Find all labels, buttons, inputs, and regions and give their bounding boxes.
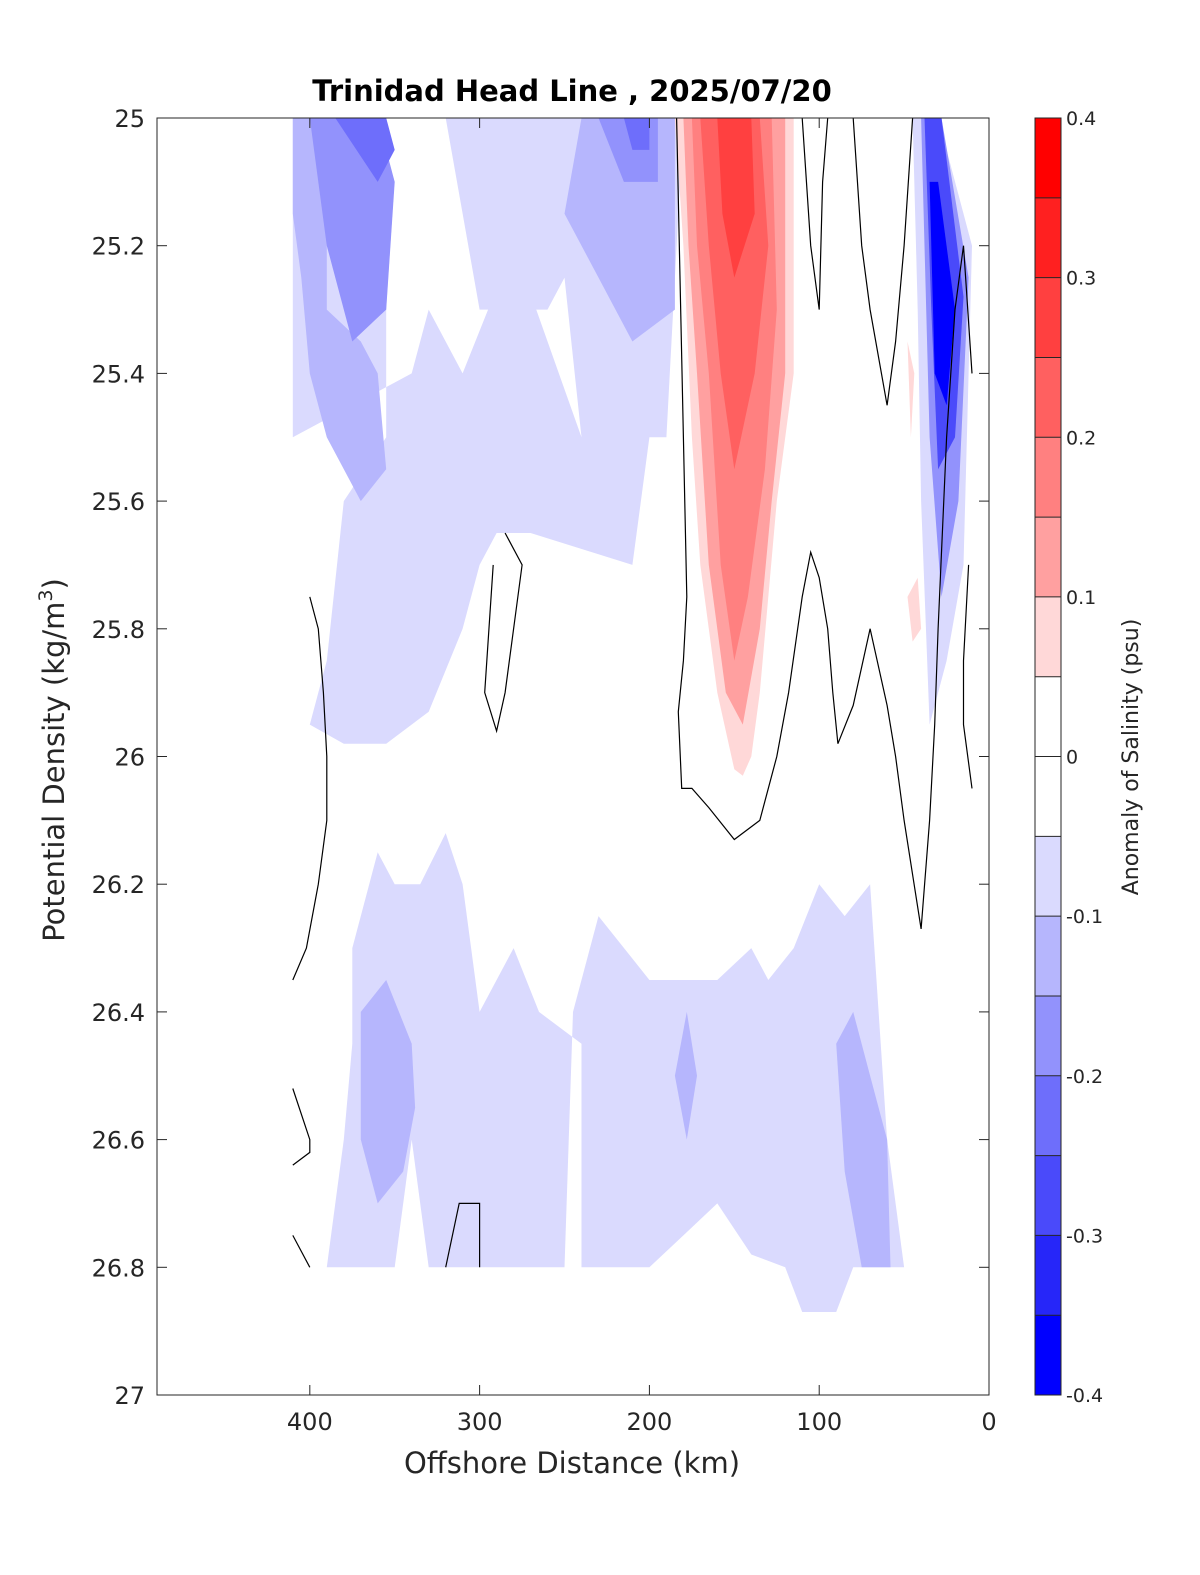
colorbar-band-10: [1035, 916, 1061, 997]
contour-region-10: [623, 118, 650, 150]
colorbar-tick-label: 0.1: [1066, 587, 1096, 609]
y-tick-label: 25.4: [92, 360, 145, 388]
y-tick-label: 25: [114, 105, 145, 133]
colorbar: 0.4 0.3 0.2 0.1 0 -0.1 -0.2 -0.3 -0.4: [1034, 108, 1103, 1407]
y-tick-label: 26.6: [92, 1127, 145, 1155]
y-tick-label: 25.2: [92, 233, 145, 261]
y-axis: 25 25.2 25.4 25.6 25.8 26 26.2 26.4 26.6 26.8 27: [92, 105, 989, 1410]
x-tick-label: 0: [981, 1408, 996, 1436]
contour-region-2: [292, 118, 387, 502]
colorbar-band-0: [1035, 118, 1061, 199]
contour-line-7: [852, 117, 914, 406]
contour-region-6: [674, 1011, 697, 1140]
colorbar-tick-label: -0.1: [1066, 906, 1103, 928]
contour-line-4: [484, 532, 523, 734]
colorbar-tick-label: -0.2: [1066, 1066, 1103, 1088]
contour-line-3: [445, 1202, 481, 1268]
contour-region-1: [326, 833, 905, 1312]
contour-line-layer: [292, 117, 973, 1268]
x-tick-label: 200: [627, 1408, 673, 1436]
colorbar-tick-label: 0: [1066, 747, 1078, 769]
colorbar-band-12: [1035, 1075, 1061, 1157]
colorbar-band-13: [1035, 1155, 1061, 1236]
y-axis-title: Potential Density (kg/m3): [35, 578, 71, 942]
y-tick-label: 27: [114, 1382, 145, 1410]
contour-fill-layer: [292, 118, 972, 1312]
y-tick-label: 26: [114, 744, 145, 772]
y-tick-label: 26.4: [92, 999, 145, 1027]
colorbar-band-14: [1035, 1235, 1061, 1316]
colorbar-tick-label: -0.4: [1066, 1385, 1103, 1407]
colorbar-tick-label: 0.4: [1066, 108, 1096, 130]
contour-region-20: [907, 341, 915, 438]
contour-line-5: [676, 117, 973, 929]
colorbar-band-15: [1035, 1315, 1061, 1396]
y-axis-title-main: Potential Density (kg/m: [37, 602, 71, 942]
colorbar-tick-label: -0.3: [1066, 1225, 1103, 1247]
contour-region-14: [929, 181, 955, 406]
colorbar-band-8: [1035, 756, 1061, 837]
y-tick-label: 26.2: [92, 871, 145, 899]
colorbar-tick-label: 0.3: [1066, 268, 1096, 290]
colorbar-tick-label: 0.2: [1066, 427, 1096, 449]
y-axis-title-close: ): [37, 578, 71, 589]
x-axis-title: Offshore Distance (km): [404, 1446, 740, 1480]
contour-line-0: [292, 596, 328, 981]
x-tick-label: 300: [457, 1408, 503, 1436]
colorbar-band-7: [1035, 676, 1061, 757]
colorbar-band-1: [1035, 197, 1061, 279]
colorbar-title: Anomaly of Salinity (psu): [1119, 619, 1144, 896]
contour-region-9: [335, 118, 395, 182]
colorbar-band-4: [1035, 437, 1061, 518]
colorbar-band-9: [1035, 836, 1061, 917]
colorbar-band-3: [1035, 357, 1061, 438]
contour-line-8: [962, 564, 973, 789]
colorbar-band-2: [1035, 277, 1061, 358]
colorbar-band-5: [1035, 517, 1061, 598]
contour-region-5: [836, 1011, 891, 1268]
contour-region-0: [292, 118, 684, 744]
contour-region-4: [360, 980, 416, 1204]
y-tick-label: 25.6: [92, 488, 145, 516]
contour-line-6: [801, 117, 829, 310]
x-axis: 400 300 200 100 0: [287, 118, 997, 1436]
chart-title: Trinidad Head Line , 2025/07/20: [312, 74, 832, 108]
contour-region-21: [907, 577, 922, 642]
y-axis-title-superscript: 3: [35, 589, 57, 601]
y-tick-label: 26.8: [92, 1254, 145, 1282]
y-tick-label: 25.8: [92, 616, 145, 644]
contour-line-1: [292, 1088, 311, 1166]
colorbar-band-6: [1035, 596, 1061, 678]
contour-line-2: [292, 1235, 311, 1268]
contour-region-19: [717, 118, 755, 278]
x-tick-label: 400: [287, 1408, 333, 1436]
x-tick-label: 100: [796, 1408, 842, 1436]
colorbar-band-11: [1035, 995, 1061, 1077]
